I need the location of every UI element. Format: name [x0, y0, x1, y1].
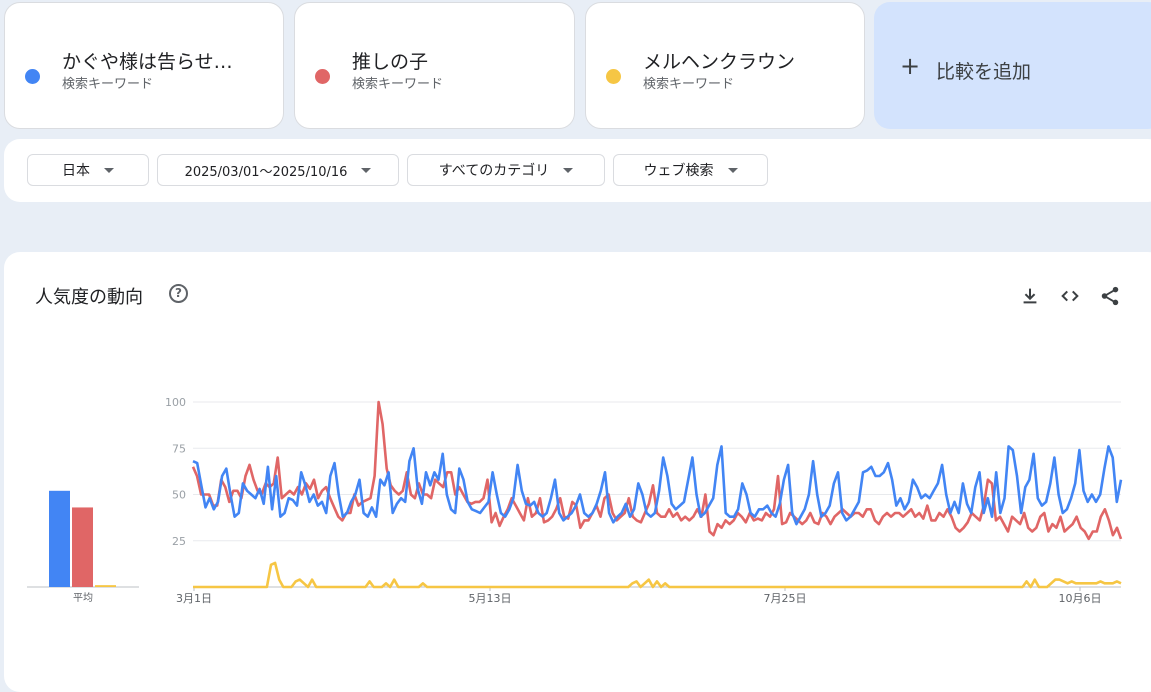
y-tick-label: 25: [172, 535, 186, 548]
term-label: 推しの子: [352, 51, 429, 73]
panel-title: 人気度の動向: [35, 287, 143, 308]
share-icon[interactable]: [1099, 285, 1121, 307]
x-tick-label: 5月13日: [469, 592, 512, 605]
help-icon[interactable]: ?: [169, 284, 188, 303]
term-color-dot: [315, 69, 330, 84]
term-type: 検索キーワード: [62, 77, 154, 92]
y-tick-label: 100: [165, 396, 186, 409]
plus-icon: +: [900, 52, 921, 80]
trend-chart: 25 50 75 100 3月1日 5月13日 7月25日 10月6日 平均: [27, 396, 1123, 605]
average-label: 平均: [73, 592, 93, 604]
date-range-dropdown[interactable]: 2025/03/01～2025/10/16: [157, 154, 399, 186]
add-comparison-button[interactable]: + 比較を追加: [874, 2, 1151, 129]
embed-code-icon[interactable]: [1059, 285, 1081, 307]
x-tick-label: 7月25日: [764, 592, 807, 605]
chevron-down-icon: [727, 167, 738, 173]
term-type: 検索キーワード: [643, 77, 735, 92]
filter-bar: 日本 2025/03/01～2025/10/16 すべてのカテゴリ ウェブ検索: [4, 139, 1151, 202]
y-tick-label: 75: [172, 442, 186, 455]
x-tick-label: 10月6日: [1059, 592, 1102, 605]
term-card-3[interactable]: メルヘンクラウン 検索キーワード: [585, 2, 865, 129]
term-label: かぐや様は告らせ…: [62, 51, 233, 73]
series-line: [193, 561, 1122, 589]
term-card-2[interactable]: 推しの子 検索キーワード: [294, 2, 575, 129]
chevron-down-icon: [104, 167, 114, 173]
category-value: すべてのカテゴリ: [438, 163, 550, 179]
term-type: 検索キーワード: [352, 77, 444, 92]
series-line: [192, 445, 1123, 526]
date-range-value: 2025/03/01～2025/10/16: [184, 164, 348, 180]
region-dropdown[interactable]: 日本: [27, 154, 149, 186]
chevron-down-icon: [361, 167, 372, 173]
add-comparison-label: 比較を追加: [936, 61, 1032, 83]
region-value: 日本: [62, 163, 90, 179]
x-tick-label: 3月1日: [176, 592, 212, 605]
interest-over-time-panel: 人気度の動向 ? 25 50 75 100 3月1日 5月13日 7月25日 10月6日 平均: [4, 252, 1151, 692]
term-color-dot: [25, 69, 40, 84]
search-type-value: ウェブ検索: [643, 163, 714, 179]
average-bar: [49, 490, 70, 587]
average-bar: [95, 585, 116, 587]
search-type-dropdown[interactable]: ウェブ検索: [613, 154, 768, 186]
term-card-1[interactable]: かぐや様は告らせ… 検索キーワード: [4, 2, 284, 129]
chevron-down-icon: [563, 167, 574, 173]
term-color-dot: [606, 69, 621, 84]
average-bar: [72, 507, 93, 587]
term-label: メルヘンクラウン: [643, 51, 796, 73]
download-icon[interactable]: [1019, 285, 1041, 307]
category-dropdown[interactable]: すべてのカテゴリ: [407, 154, 605, 186]
y-tick-label: 50: [172, 489, 186, 502]
